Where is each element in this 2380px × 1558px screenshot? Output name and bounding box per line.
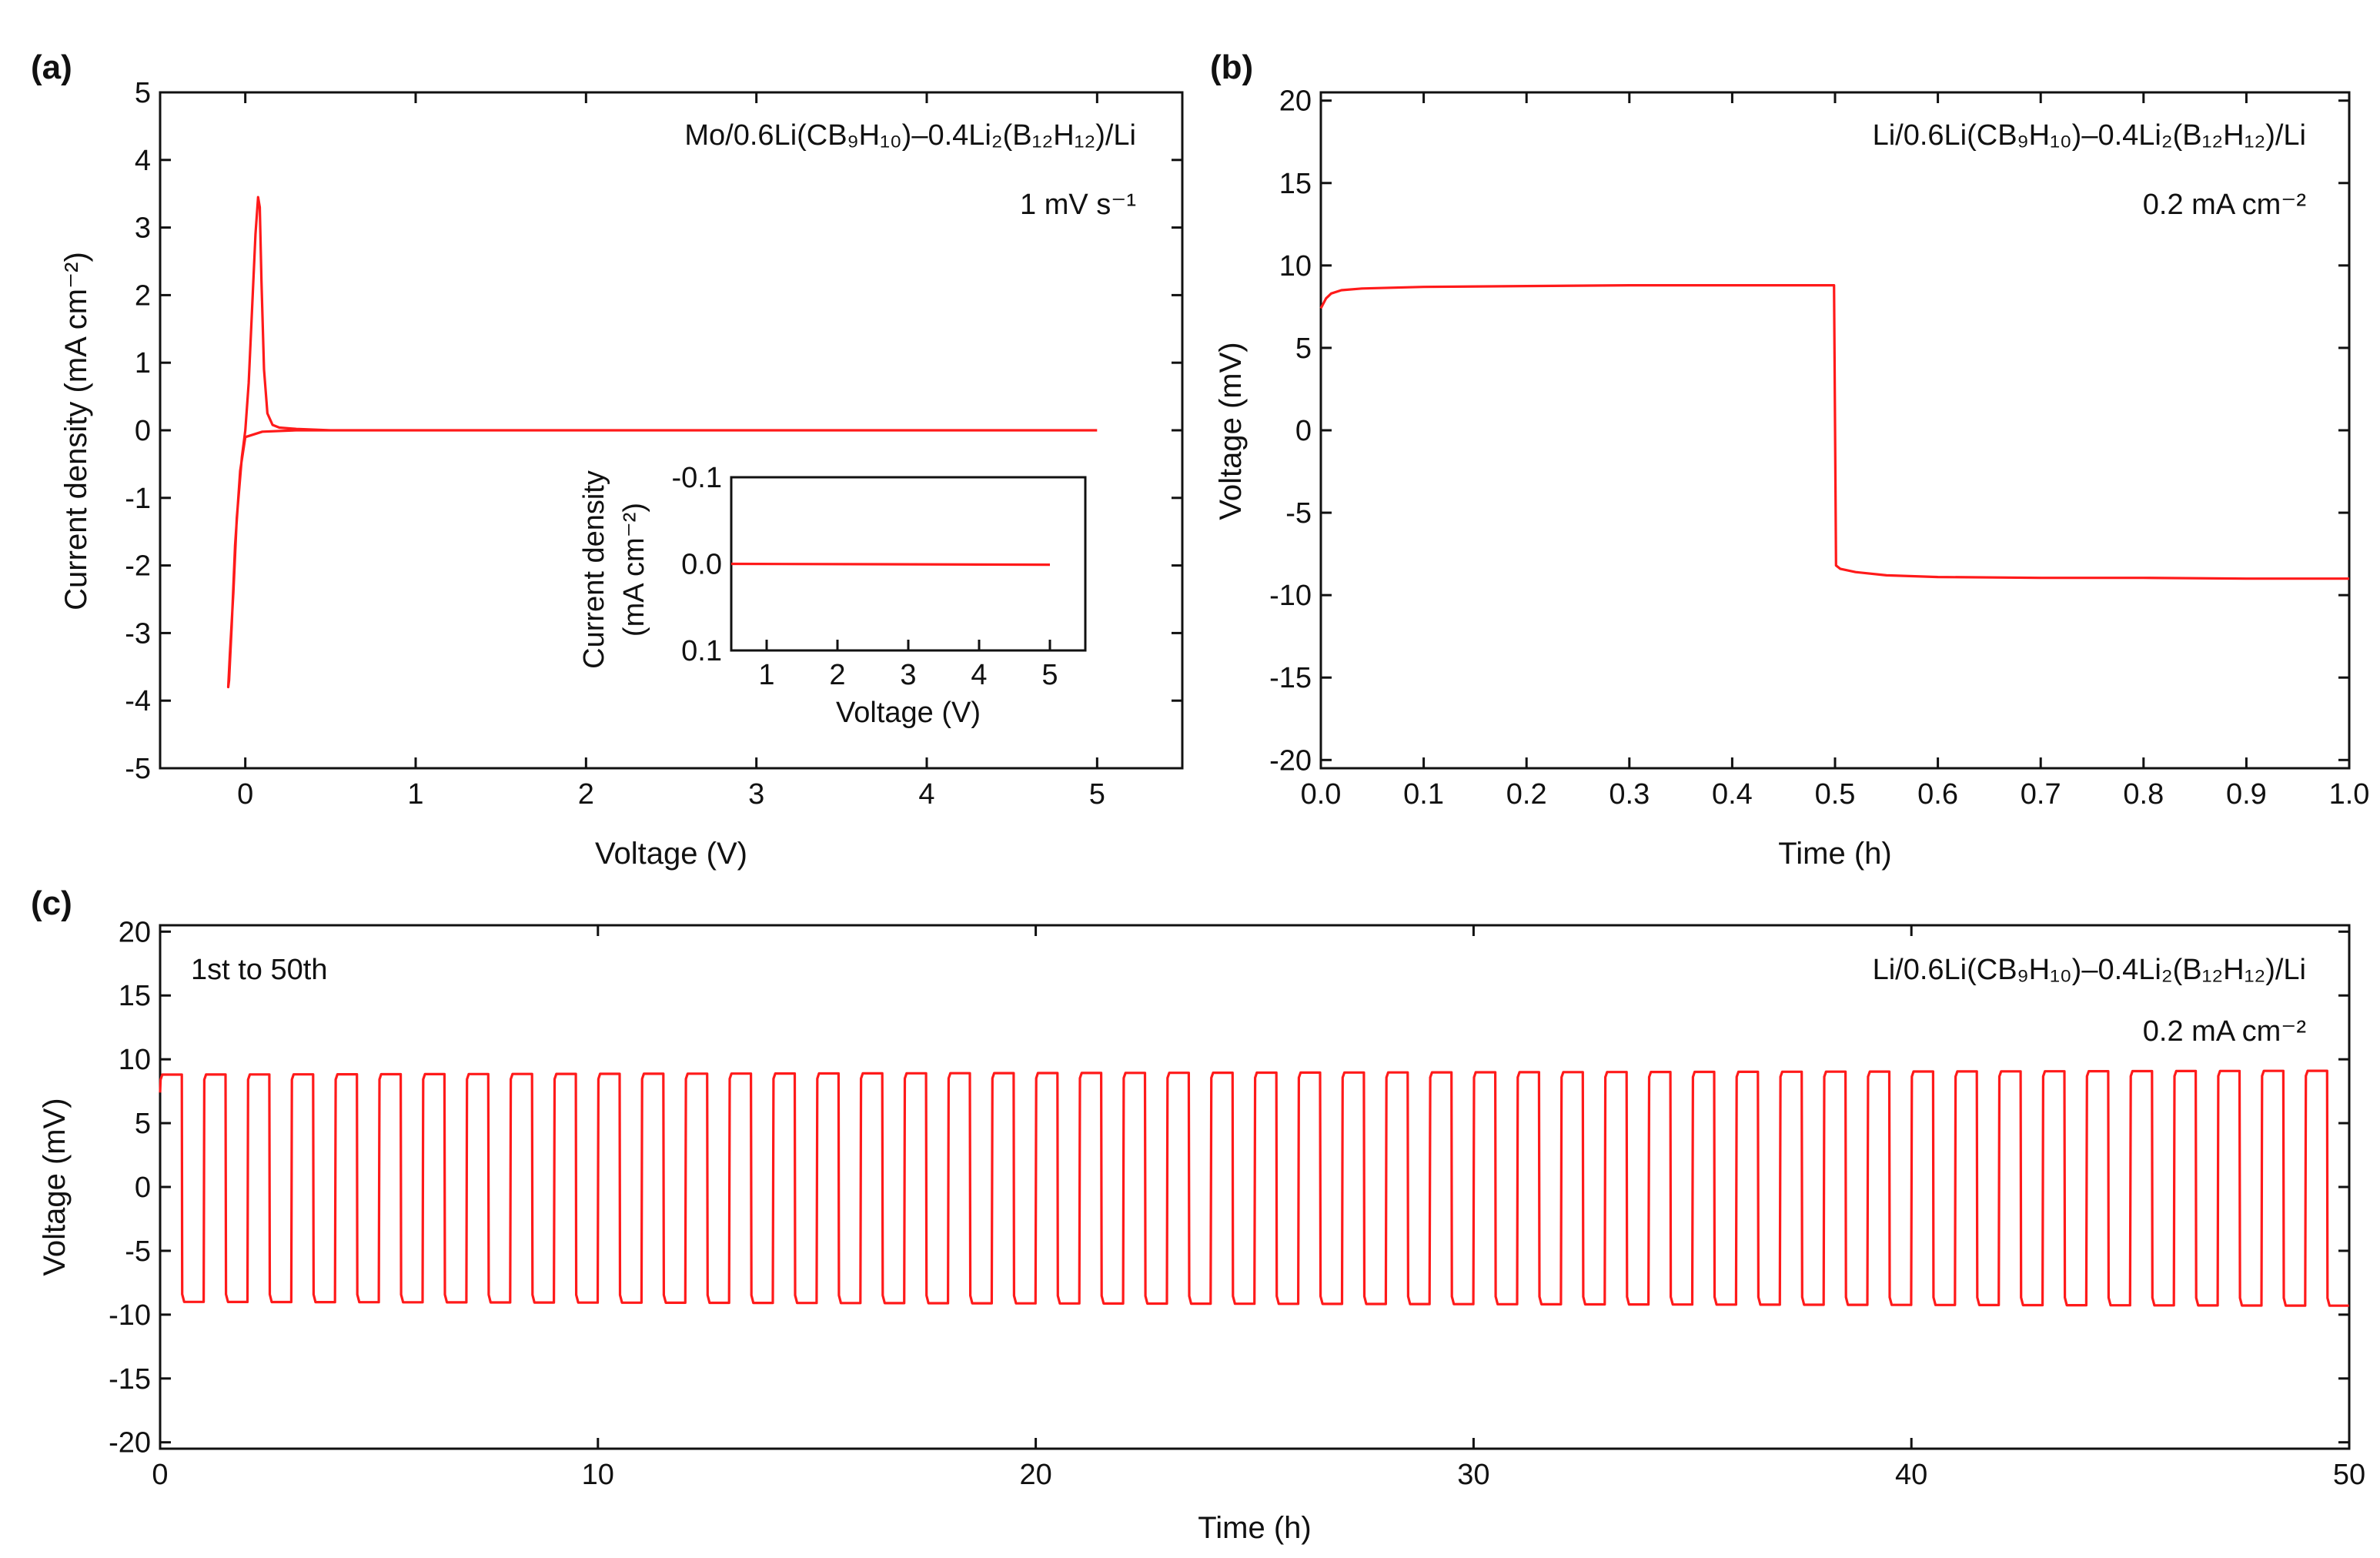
y-tick-label: 4 [135,145,151,177]
y-tick-label: 2 [135,279,151,312]
y-tick-label: -5 [1285,497,1312,530]
panel-b-cell-annotation: Li/0.6Li(CB₉H₁₀)–0.4Li₂(B₁₂H₁₂)/Li [1873,119,2306,152]
x-tick-label: 1 [758,659,774,691]
y-tick-label: 5 [135,77,151,109]
panel-b-voltage-trace [1319,284,2349,580]
panel-c-cell-annotation: Li/0.6Li(CB₉H₁₀)–0.4Li₂(B₁₂H₁₂)/Li [1873,954,2306,986]
x-tick-label: 0.5 [1815,778,1856,811]
x-tick-label: 50 [2333,1459,2365,1491]
x-tick-label: 0.3 [1609,778,1650,811]
panel-a-y-axis-label: Current density (mA cm⁻²) [59,252,93,610]
y-tick-label: -15 [109,1363,151,1396]
x-tick-label: 5 [1089,778,1105,811]
x-tick-label: 3 [748,778,764,811]
y-tick-label: 5 [135,1108,151,1140]
x-tick-label: 0 [152,1459,168,1491]
x-tick-label: 0.8 [2123,778,2164,811]
y-tick-label: 20 [119,916,151,948]
inset-ticks: 1 2 3 4 5 -0.1 0.0 0.1 [672,462,1058,691]
x-tick-label: 0.6 [1917,778,1958,811]
panel-b-x-axis-label: Time (h) [1778,837,1891,871]
x-tick-label: 0.2 [1506,778,1547,811]
panel-b-ticks: 0.0 0.1 0.2 0.3 0.4 0.5 0.6 0.7 0.8 0.9 1.0 -20 -15 -… [1269,85,2369,811]
x-tick-label: 40 [1895,1459,1927,1491]
x-tick-label: 1.0 [2329,778,2370,811]
x-tick-label: 4 [918,778,934,811]
y-tick-label: -15 [1269,662,1312,694]
y-tick-label: -1 [125,483,151,515]
y-tick-label: 20 [1279,85,1312,118]
panel-a-ticks: 0 1 2 3 4 5 -5 -4 -3 -2 -1 0 1 2 3 4 5 [125,77,1182,811]
panel-c-ticks: 0 10 20 30 40 50 -20 -15 -10 -5 0 5 10 15 20 [109,916,2365,1491]
y-tick-label: 15 [1279,168,1312,200]
panel-c-cycling-trace [159,1069,2349,1307]
y-tick-label: -3 [125,617,151,650]
x-tick-label: 2 [578,778,594,811]
panel-a-cell-annotation: Mo/0.6Li(CB₉H₁₀)–0.4Li₂(B₁₂H₁₂)/Li [684,119,1136,152]
y-tick-label: 5 [1295,333,1312,365]
panel-c: (c) 0 10 20 30 40 50 -20 -15 -10 -5 0 5 10 15 20 1st t… [31,884,2365,1545]
panel-b: (b) 0.0 0.1 0.2 0.3 0.4 0.5 0.6 0.7 0.8 0.9 1.0 -20… [1210,48,2369,871]
x-tick-label: 1 [407,778,423,811]
x-tick-label: 0.4 [1712,778,1753,811]
panel-c-x-axis-label: Time (h) [1198,1511,1311,1545]
y-tick-label: 0 [135,415,151,447]
x-tick-label: 30 [1457,1459,1489,1491]
panel-b-label: (b) [1210,48,1253,86]
panel-c-y-axis-label: Voltage (mV) [38,1098,72,1275]
y-tick-label: -2 [125,550,151,583]
inset-x-axis-label: Voltage (V) [836,697,981,729]
panel-a-cv-trace [226,196,1098,689]
panel-a: (a) 0 1 2 3 4 5 -5 -4 -3 -2 -1 0 1 2 3 4 5 Mo/0.6Li(CB₉H… [31,48,1184,871]
x-tick-label: 5 [1041,659,1058,691]
panel-b-current-annotation: 0.2 mA cm⁻² [2143,189,2306,221]
inset-y-axis-label-line1: Current density [578,470,610,669]
y-tick-label: 0 [1295,415,1312,447]
panel-c-current-annotation: 0.2 mA cm⁻² [2143,1015,2306,1048]
y-tick-label: 10 [1279,250,1312,283]
y-tick-label: 1 [135,347,151,379]
panel-b-y-axis-label: Voltage (mV) [1214,342,1248,520]
y-tick-label: 0.0 [681,549,722,581]
x-tick-label: 2 [829,659,845,691]
y-tick-label: 10 [119,1044,151,1076]
y-tick-label: 0 [135,1172,151,1204]
x-tick-label: 0.9 [2226,778,2267,811]
y-tick-label: -5 [125,1235,151,1268]
y-tick-label: -5 [125,753,151,785]
y-tick-label: 3 [135,212,151,245]
panel-a-label: (a) [31,48,72,86]
x-tick-label: 10 [582,1459,614,1491]
y-tick-label: -4 [125,685,151,717]
x-tick-label: 0 [237,778,253,811]
y-tick-label: -0.1 [672,462,722,494]
y-tick-label: -20 [109,1427,151,1459]
panel-a-x-axis-label: Voltage (V) [595,837,747,871]
panel-a-inset: 1 2 3 4 5 -0.1 0.0 0.1 Voltage (V) Current dens… [578,462,1087,729]
x-tick-label: 20 [1019,1459,1051,1491]
y-tick-label: -20 [1269,744,1312,777]
y-tick-label: 15 [119,980,151,1012]
inset-trace [730,562,1051,567]
panel-c-cycle-range-annotation: 1st to 50th [191,954,327,986]
inset-y-axis-label-line2: (mA cm⁻²) [618,503,650,637]
x-tick-label: 3 [900,659,916,691]
x-tick-label: 0.7 [2021,778,2061,811]
y-tick-label: 0.1 [681,635,722,667]
x-tick-label: 4 [971,659,987,691]
x-tick-label: 0.0 [1301,778,1342,811]
panel-c-label: (c) [31,884,72,922]
x-tick-label: 0.1 [1403,778,1444,811]
y-tick-label: -10 [109,1299,151,1332]
panel-a-scan-rate-annotation: 1 mV s⁻¹ [1020,189,1136,221]
y-tick-label: -10 [1269,580,1312,612]
